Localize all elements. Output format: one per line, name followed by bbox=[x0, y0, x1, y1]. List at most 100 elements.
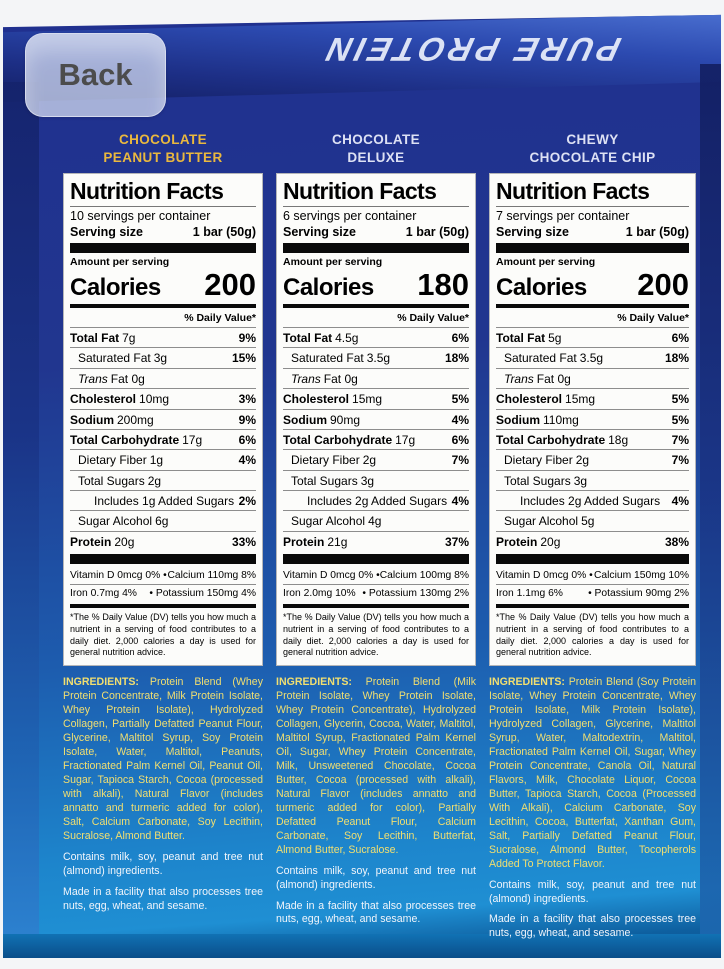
vitamin-right: • Potassium 90mg 2% bbox=[588, 588, 689, 600]
nutrient-name: Sodium bbox=[70, 412, 114, 427]
nutrient-left: Cholesterol 10mg bbox=[70, 392, 169, 406]
divider bbox=[283, 206, 469, 208]
nutrient-amount: 4.5g bbox=[335, 330, 359, 345]
flavor-line2: PEANUT BUTTER bbox=[103, 149, 223, 165]
nutrient-left: Trans Fat 0g bbox=[70, 372, 145, 386]
nutrient-amount: 6g bbox=[155, 514, 169, 529]
nutrient-left: Saturated Fat 3.5g bbox=[496, 351, 603, 365]
nutrient-amount: 3g bbox=[360, 473, 375, 488]
box-right-edge bbox=[700, 64, 721, 958]
nutrient-name: Dietary Fiber bbox=[78, 453, 147, 468]
nutrient-row: Sugar Alcohol 4g bbox=[283, 510, 469, 530]
nutrient-dv: 18% bbox=[664, 351, 689, 366]
calories-label: Calories bbox=[496, 274, 587, 302]
serving-size-value: 1 bar (50g) bbox=[625, 225, 689, 240]
nutrient-name: Protein bbox=[70, 534, 112, 549]
nutrient-dv: 7% bbox=[451, 453, 469, 468]
vitamin-row: Vitamin D 0mcg 0% • Calcium 100mg 8% bbox=[283, 567, 469, 584]
calories-row: Calories 200 bbox=[496, 269, 689, 302]
nutrient-dv: 18% bbox=[444, 351, 469, 366]
vitamin-right: • Potassium 150mg 4% bbox=[149, 588, 256, 600]
facility-statement: Made in a facility that also processes t… bbox=[489, 913, 696, 940]
vitamin-left: Vitamin D 0mcg 0% • bbox=[283, 570, 380, 582]
serving-size-value: 1 bar (50g) bbox=[405, 225, 469, 240]
ingredients-text: Protein Blend (Soy Protein Isolate, Whey… bbox=[489, 675, 696, 870]
vitamin-left: Iron 0.7mg 4% bbox=[70, 588, 137, 600]
nutrient-row: Sugar Alcohol 6g bbox=[70, 510, 256, 530]
nutrient-name: Trans bbox=[291, 371, 321, 386]
nutrition-columns: CHOCOLATE PEANUT BUTTER Nutrition Facts … bbox=[63, 124, 696, 941]
pure-protein-logo-upside-down: PURE PROTEIN bbox=[319, 31, 625, 68]
nutrient-amount: 1g bbox=[149, 453, 164, 468]
divider bbox=[70, 206, 256, 208]
nutrient-dv: 2% bbox=[238, 494, 256, 509]
divider bbox=[496, 206, 689, 208]
product-box-back: PURE PROTEIN CHOCOLATE PEANUT BUTTER Nut… bbox=[3, 14, 721, 958]
nutrient-row: Sodium 110mg 5% bbox=[496, 408, 689, 429]
serving-size-label: Serving size bbox=[283, 225, 356, 240]
back-button[interactable]: Back bbox=[25, 33, 166, 117]
vitamin-row: Iron 1.1mg 6% • Potassium 90mg 2% bbox=[496, 584, 689, 602]
nutrient-name: Total Carbohydrate bbox=[70, 432, 180, 447]
nutrient-name: Total Sugars bbox=[504, 473, 571, 488]
nutrient-amount: 17g bbox=[182, 432, 203, 447]
nutrient-rows: Total Fat 4.5g 6% Saturated Fat 3.5g 18% Trans… bbox=[283, 326, 469, 551]
nutrient-left: Dietary Fiber 2g bbox=[283, 453, 376, 467]
nutrient-name: Sugar Alcohol bbox=[78, 514, 153, 529]
nutrient-row: Total Carbohydrate 17g 6% bbox=[70, 428, 256, 449]
nutrient-left: Total Sugars 3g bbox=[496, 474, 587, 488]
nutrient-name: Sodium bbox=[283, 412, 327, 427]
ingredients-paragraph: INGREDIENTS: Protein Blend (Soy Protein … bbox=[489, 676, 696, 872]
nutrient-name: Cholesterol bbox=[283, 392, 350, 407]
calories-value: 180 bbox=[417, 267, 469, 303]
nutrient-left: Includes 1g Added Sugars bbox=[70, 494, 237, 508]
nutrient-row: Sodium 90mg 4% bbox=[283, 408, 469, 429]
nutrient-dv: 4% bbox=[451, 494, 469, 509]
thick-divider bbox=[496, 554, 689, 565]
thick-divider bbox=[283, 243, 469, 254]
nutrient-amount: 4g bbox=[368, 514, 382, 529]
vitamin-row: Vitamin D 0mcg 0% • Calcium 150mg 10% bbox=[496, 567, 689, 584]
nutrient-row: Includes 2g Added Sugars 4% bbox=[496, 490, 689, 510]
nutrient-dv: 6% bbox=[451, 432, 469, 447]
nutrient-dv: 38% bbox=[664, 534, 689, 549]
nutrient-amount: 20g bbox=[540, 534, 561, 549]
nutrient-left: Total Sugars 3g bbox=[283, 474, 374, 488]
medium-divider bbox=[496, 604, 689, 609]
nutrient-row: Saturated Fat 3.5g 18% bbox=[496, 347, 689, 367]
nutrient-name: Trans bbox=[78, 371, 108, 386]
thick-divider bbox=[70, 243, 256, 254]
nutrient-row: Sugar Alcohol 5g bbox=[496, 510, 689, 530]
nutrient-row: Cholesterol 10mg 3% bbox=[70, 388, 256, 408]
column-chocolate-deluxe: CHOCOLATE DELUXE Nutrition Facts 6 servi… bbox=[276, 124, 476, 941]
flavor-line1: CHEWY bbox=[566, 132, 619, 148]
nutrient-amount: Fat 0g bbox=[110, 371, 145, 386]
nutrient-amount: 3.5g bbox=[579, 351, 604, 366]
nutrient-row: Total Carbohydrate 17g 6% bbox=[283, 428, 469, 449]
vitamin-left: Vitamin D 0mcg 0% • bbox=[70, 570, 167, 582]
vitamin-right: Calcium 150mg 10% bbox=[593, 570, 689, 582]
nutrition-facts-title: Nutrition Facts bbox=[70, 178, 224, 204]
calories-label: Calories bbox=[70, 274, 161, 302]
nutrient-left: Trans Fat 0g bbox=[283, 372, 358, 386]
nutrient-dv: 9% bbox=[238, 412, 256, 427]
nutrient-amount: 3g bbox=[573, 473, 588, 488]
nutrient-name: Saturated Fat bbox=[78, 351, 151, 366]
nutrient-left: Total Carbohydrate 17g bbox=[283, 433, 415, 447]
flavor-title: CHOCOLATE DELUXE bbox=[276, 124, 476, 166]
nutrient-amount: 7g bbox=[122, 330, 136, 345]
box-bottom-edge bbox=[3, 934, 721, 958]
nutrient-row: Total Fat 5g 6% bbox=[496, 326, 689, 347]
nutrient-row: Protein 20g 33% bbox=[70, 530, 256, 551]
flavor-line2: CHOCOLATE CHIP bbox=[529, 149, 656, 165]
nutrient-name: Total Fat bbox=[70, 330, 120, 345]
nutrient-row: Saturated Fat 3.5g 18% bbox=[283, 347, 469, 367]
nutrient-row: Total Sugars 3g bbox=[496, 469, 689, 490]
nutrient-left: Sodium 110mg bbox=[496, 413, 579, 427]
daily-value-footnote: *The % Daily Value (DV) tells you how mu… bbox=[70, 612, 256, 658]
serving-size-label: Serving size bbox=[496, 225, 569, 240]
nutrient-name: Cholesterol bbox=[70, 392, 137, 407]
nutrient-row: Dietary Fiber 1g 4% bbox=[70, 449, 256, 469]
ingredients-label: INGREDIENTS: bbox=[489, 675, 565, 688]
nutrient-name: Saturated Fat bbox=[504, 351, 577, 366]
